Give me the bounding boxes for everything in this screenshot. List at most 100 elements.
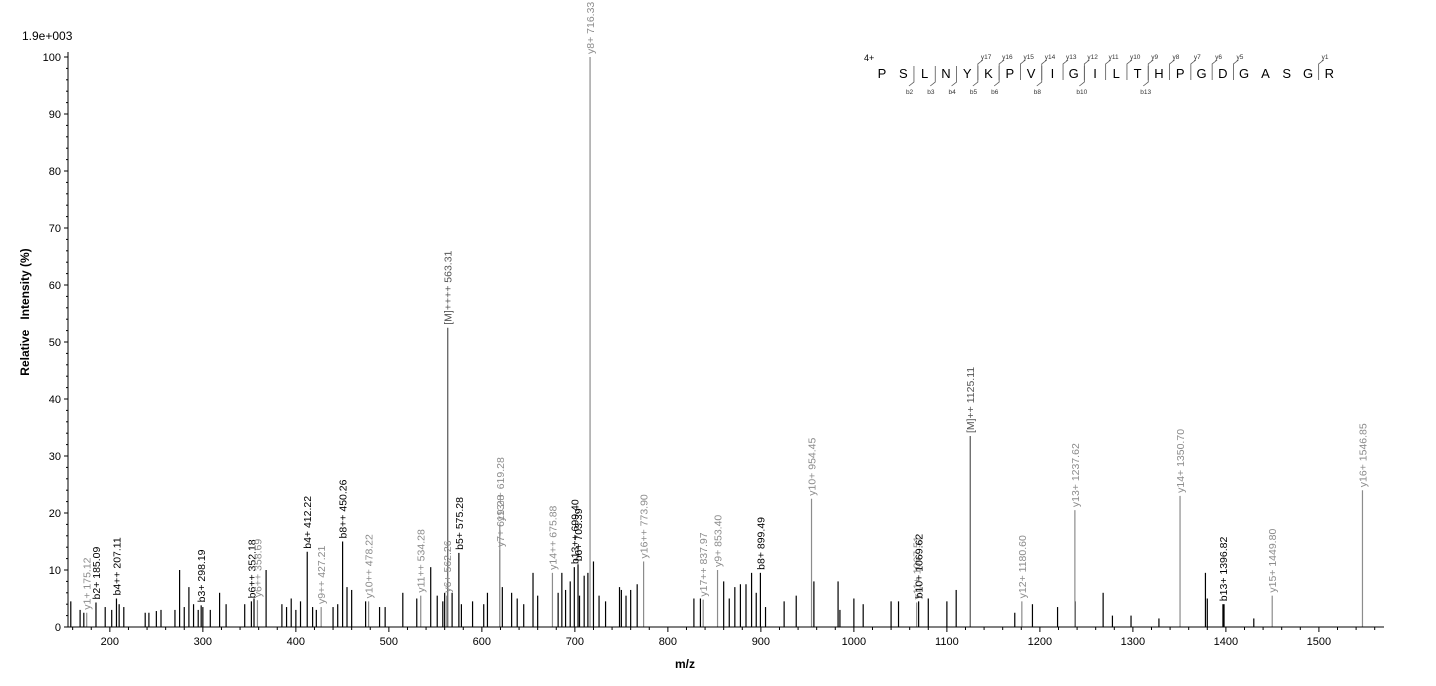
peak-label: b4+ 412.22: [302, 496, 314, 549]
peak-label: y11+ 1067.51: [912, 536, 924, 599]
sequence-residue: G: [1196, 66, 1206, 81]
peak-label: y7+ 619.28: [495, 495, 507, 547]
peak-label: y12+ 1180.60: [1017, 535, 1029, 598]
peak-label: y14++ 675.88: [547, 505, 559, 569]
y-ion-label: y7: [1194, 54, 1201, 61]
sequence-residue: S: [899, 66, 908, 81]
y-ion-bracket: [1190, 59, 1197, 80]
peak-label: y8+ 716.33: [585, 2, 597, 54]
b-ion-label: b10: [1076, 89, 1087, 96]
peak-label: b6++ 352.18: [246, 539, 258, 598]
peak-label: y13++ 619.28: [495, 457, 507, 521]
y-ion-bracket: [1126, 59, 1133, 80]
y-ion-bracket: [1041, 59, 1047, 80]
b-ion-bracket: [1079, 66, 1085, 87]
peak-label: [M]++ 1125.11: [965, 367, 977, 433]
x-tick-label: 300: [194, 636, 212, 648]
x-tick-label: 1400: [1214, 636, 1238, 648]
y-ion-label: y17: [981, 54, 992, 61]
peak-label: y10++ 478.22: [364, 534, 376, 598]
y-tick-label: 0: [55, 622, 61, 634]
intensity-scale-label: 1.9e+003: [22, 29, 73, 43]
sequence-residue: P: [1005, 66, 1014, 81]
sequence-residue: L: [1113, 66, 1120, 81]
y-ion-label: y15: [1023, 54, 1034, 61]
x-tick-label: 900: [752, 636, 770, 648]
x-tick-label: 200: [101, 636, 119, 648]
y-axis-label: Relative Intensity (%): [18, 248, 32, 375]
y-ion-bracket: [1211, 59, 1218, 80]
y-tick-label: 80: [49, 166, 61, 178]
b-ion-bracket: [1036, 66, 1043, 87]
b-ion-label: b8: [1034, 89, 1042, 96]
b-ion-bracket: [972, 66, 979, 87]
b-ion-label: b4: [949, 89, 957, 96]
y-tick-label: 20: [49, 508, 61, 520]
x-tick-label: 1500: [1307, 636, 1331, 648]
y-tick-label: 60: [49, 280, 61, 292]
sequence-residue: K: [984, 66, 993, 81]
x-tick-label: 1100: [935, 636, 959, 648]
sequence-residue: N: [941, 66, 950, 81]
y-ion-bracket: [1020, 59, 1026, 80]
x-tick-label: 1300: [1121, 636, 1145, 648]
y-tick-label: 70: [49, 223, 61, 235]
peak-label: b2+ 185.09: [91, 546, 103, 599]
b-ion-label: b2: [906, 89, 914, 96]
peak-label: y6++ 358.69: [252, 539, 264, 598]
peak-label: b8++ 450.26: [338, 479, 350, 538]
y-ion-bracket: [977, 59, 984, 80]
peak-label: y13+ 1237.62: [1070, 443, 1082, 507]
peak-label: y9++ 427.21: [316, 546, 328, 605]
b-ion-bracket: [930, 66, 936, 87]
peak-label: y15+ 1449.80: [1267, 529, 1279, 593]
y-ion-label: y9: [1151, 54, 1158, 61]
b-ion-bracket: [993, 66, 1000, 87]
b-ion-label: b5: [970, 89, 978, 96]
x-tick-label: 400: [287, 636, 305, 648]
peak-label: b8+ 899.49: [755, 517, 767, 570]
peak-label: y10+ 954.45: [807, 437, 819, 495]
y-tick-label: 90: [49, 109, 61, 121]
y-ion-label: y12: [1087, 54, 1098, 61]
peak-label: y16+ 1546.85: [1357, 423, 1369, 487]
y-tick-label: 100: [43, 52, 61, 64]
sequence-residue: I: [1093, 66, 1097, 81]
y-ion-bracket: [998, 59, 1005, 80]
peak-label: y16++ 773.90: [639, 494, 651, 558]
b-ion-bracket: [908, 66, 915, 87]
peak-label: y17++ 837.97: [698, 532, 710, 596]
sequence-residue: G: [1069, 66, 1079, 81]
peak-label: y14+ 1350.70: [1175, 429, 1187, 493]
y-ion-bracket: [1062, 59, 1069, 80]
b-ion-label: b3: [927, 89, 935, 96]
y-ion-bracket: [1169, 59, 1175, 80]
peak-label: b10+ 1069.62: [914, 534, 926, 599]
x-tick-label: 800: [659, 636, 677, 648]
b-ion-label: b6: [991, 89, 999, 96]
b-ion-bracket: [951, 66, 957, 87]
x-tick-label: 1000: [842, 636, 866, 648]
y-ion-label: y11: [1109, 54, 1119, 61]
peak-label: b6+ 703.39: [573, 508, 585, 561]
y-ion-label: y5: [1236, 54, 1243, 61]
x-axis-ticks: 200 300 400 500 600 700 800 900 1000 1100 1200 1300…: [72, 627, 1376, 648]
peak-label: b5+ 575.28: [454, 497, 466, 550]
sequence-residue: L: [921, 66, 928, 81]
sequence-residue: S: [1282, 66, 1291, 81]
peak-label: [M]++++ 563.31: [443, 250, 455, 324]
peak-label: y9+ 853.40: [713, 515, 725, 567]
y-ion-bracket: [1147, 59, 1154, 80]
y-ion-bracket: [1083, 59, 1090, 80]
b-ion-label: b13: [1140, 89, 1151, 96]
y-ion-bracket: [1318, 59, 1324, 80]
x-tick-label: 500: [380, 636, 398, 648]
peak-label: y1+ 175.12: [82, 557, 94, 609]
y-ion-label: y8: [1173, 54, 1180, 61]
peak-label: b3+ 298.19: [196, 549, 208, 602]
y-axis-title: Relative Intensity (%): [18, 248, 32, 375]
sequence-residue: H: [1154, 66, 1163, 81]
y-ion-label: y1: [1322, 54, 1329, 61]
